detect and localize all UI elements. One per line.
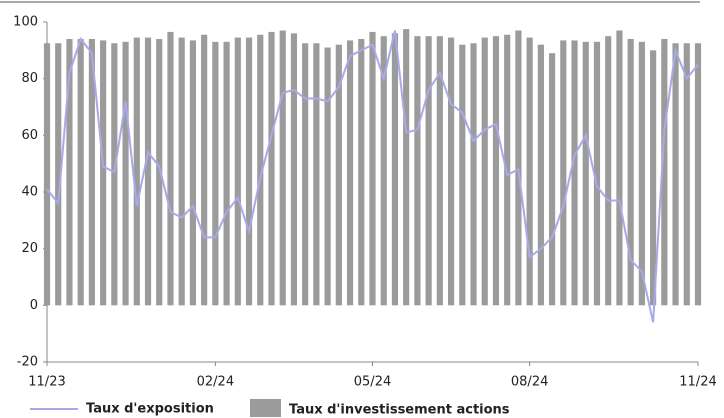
bar — [144, 37, 152, 306]
bar — [593, 41, 601, 306]
bar — [212, 41, 219, 306]
bar — [111, 43, 118, 306]
bar — [605, 36, 612, 306]
bar — [436, 36, 443, 306]
bar — [223, 41, 230, 306]
bar — [672, 43, 679, 306]
y-tick-label: 80 — [21, 71, 38, 86]
legend-label: Taux d'investissement actions — [289, 403, 510, 418]
bar — [537, 44, 544, 306]
y-tick-label: 0 — [30, 298, 38, 313]
bar — [638, 41, 645, 306]
legend-label: Taux d'exposition — [86, 402, 214, 417]
y-tick-label: 20 — [21, 241, 38, 256]
bar — [683, 43, 690, 306]
bar — [189, 40, 197, 306]
line — [46, 30, 699, 323]
bar — [245, 37, 253, 306]
bar — [447, 37, 455, 306]
bar — [201, 34, 208, 306]
bar — [324, 47, 331, 306]
bar — [481, 37, 488, 306]
bar — [100, 40, 107, 306]
bar — [459, 44, 466, 306]
bar — [661, 39, 668, 306]
bar — [414, 36, 421, 306]
bar — [257, 34, 264, 306]
bar — [391, 33, 399, 306]
bar — [178, 37, 185, 306]
bar — [380, 36, 387, 306]
legend-bar-swatch — [250, 399, 281, 417]
bar — [548, 53, 556, 306]
bar — [66, 39, 73, 306]
bar — [504, 34, 511, 306]
bar — [133, 37, 140, 306]
bar — [582, 41, 589, 306]
bar — [43, 43, 51, 306]
bar — [571, 40, 578, 306]
bar — [526, 37, 533, 306]
bar — [77, 39, 84, 306]
bar — [234, 37, 241, 306]
bar — [290, 33, 298, 306]
bar — [560, 40, 567, 306]
bar — [88, 39, 95, 306]
x-tick-label: 08/24 — [511, 375, 548, 390]
x-tick-label: 02/24 — [197, 375, 234, 390]
bar — [346, 40, 354, 306]
bar — [302, 43, 309, 306]
bar — [358, 39, 365, 306]
x-tick-label: 11/23 — [28, 375, 65, 390]
bar — [156, 39, 163, 306]
bar — [369, 31, 376, 306]
x-tick-label: 05/24 — [354, 375, 391, 390]
y-tick-label: -20 — [17, 355, 38, 370]
bar — [425, 36, 432, 306]
bar — [470, 43, 477, 306]
bar — [268, 31, 275, 306]
bar — [313, 43, 320, 306]
x-tick-label: 11/24 — [679, 375, 716, 390]
bar — [279, 30, 286, 306]
y-tick-label: 60 — [21, 128, 38, 143]
y-tick-label: 40 — [21, 185, 38, 200]
bar — [515, 30, 522, 306]
bar — [167, 31, 174, 306]
bar — [650, 50, 657, 306]
bar — [122, 41, 129, 306]
bar — [694, 43, 702, 306]
bar — [55, 43, 62, 306]
bar — [627, 39, 634, 306]
bar — [403, 29, 410, 306]
bar — [616, 30, 623, 306]
y-tick-label: 100 — [13, 15, 38, 30]
bar — [492, 36, 500, 306]
bar — [335, 44, 342, 306]
